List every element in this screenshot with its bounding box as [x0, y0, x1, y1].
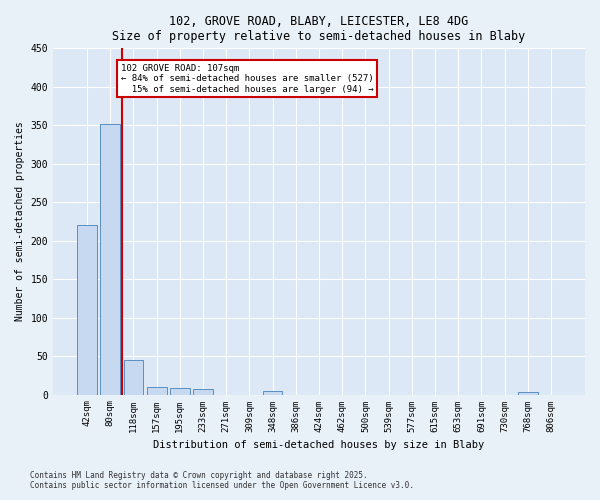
Text: 102 GROVE ROAD: 107sqm
← 84% of semi-detached houses are smaller (527)
  15% of : 102 GROVE ROAD: 107sqm ← 84% of semi-det… [121, 64, 373, 94]
X-axis label: Distribution of semi-detached houses by size in Blaby: Distribution of semi-detached houses by … [154, 440, 485, 450]
Bar [77, 226, 97, 394]
Y-axis label: Number of semi-detached properties: Number of semi-detached properties [15, 122, 25, 322]
Bar [518, 392, 538, 394]
Title: 102, GROVE ROAD, BLABY, LEICESTER, LE8 4DG
Size of property relative to semi-det: 102, GROVE ROAD, BLABY, LEICESTER, LE8 4… [112, 15, 526, 43]
Bar [263, 392, 283, 394]
Text: Contains HM Land Registry data © Crown copyright and database right 2025.
Contai: Contains HM Land Registry data © Crown c… [30, 470, 414, 490]
Bar [100, 124, 120, 394]
Bar [124, 360, 143, 394]
Bar [170, 388, 190, 394]
Bar [193, 389, 213, 394]
Bar [147, 387, 167, 394]
